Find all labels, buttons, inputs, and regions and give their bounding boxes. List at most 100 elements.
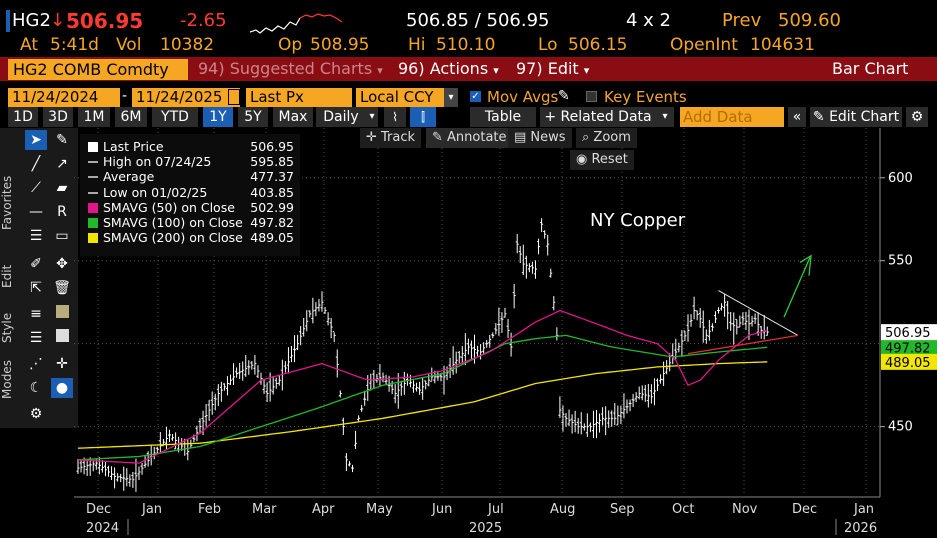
x-month-label: Feb bbox=[198, 502, 221, 517]
segment-tool-icon[interactable]: ⟋ bbox=[31, 180, 41, 196]
currency-selector[interactable]: Local CCY bbox=[356, 88, 444, 107]
legend-label: SMAVG (200) on Close bbox=[103, 230, 243, 246]
frequency-selector[interactable]: Daily bbox=[316, 107, 366, 127]
legend-swatch bbox=[88, 142, 98, 152]
chevron-down-icon: ▾ bbox=[583, 64, 590, 77]
legend-row: SMAVG (200) on Close 489.05 bbox=[80, 230, 300, 245]
annotate-button[interactable]: ✎ Annotate bbox=[426, 128, 513, 148]
end-date-field[interactable]: 11/24/2025 bbox=[132, 88, 240, 107]
gear-icon[interactable]: ⚙ bbox=[906, 107, 928, 127]
cursor-icon[interactable]: ➤ bbox=[25, 130, 47, 150]
edit-menu[interactable]: 97) Edit ▾ bbox=[516, 57, 589, 81]
frequency-dropdown-icon[interactable]: ▾ bbox=[366, 107, 378, 127]
pencil-icon[interactable]: ✎ bbox=[558, 88, 570, 104]
period-3d[interactable]: 3D bbox=[43, 107, 73, 127]
key-events-label[interactable]: Key Events bbox=[604, 88, 687, 106]
sma100-line bbox=[77, 334, 768, 461]
x-month-label: Dec bbox=[86, 502, 111, 517]
zoom-label: Zoom bbox=[593, 130, 631, 145]
period-ytd[interactable]: YTD bbox=[152, 107, 198, 127]
select-icon[interactable]: ⇱ bbox=[30, 280, 42, 296]
edit-num: 97) bbox=[516, 59, 543, 78]
prev-value: 509.60 bbox=[778, 10, 841, 31]
collapse-icon[interactable]: « bbox=[788, 107, 806, 127]
suggested-label: Suggested Charts bbox=[229, 59, 373, 78]
news-button[interactable]: ▤ News bbox=[508, 128, 572, 148]
line-tool-icon[interactable]: ╱ bbox=[31, 156, 41, 172]
dotted-line-icon[interactable]: ⋰ bbox=[29, 356, 43, 372]
channel-tool-icon[interactable]: ▰ bbox=[56, 180, 68, 196]
legend-value: 506.95 bbox=[250, 139, 294, 154]
open-label: Op bbox=[278, 35, 303, 55]
field-selector[interactable]: Last Px bbox=[246, 88, 352, 107]
sidebar-edit-label: Edit bbox=[0, 264, 14, 288]
related-dropdown-icon[interactable]: ▾ bbox=[656, 107, 674, 127]
sidebar-favorites-label: Favorites bbox=[0, 175, 14, 231]
line-chart-icon[interactable]: ⌇ bbox=[384, 107, 406, 127]
actions-menu[interactable]: 96) Actions ▾ bbox=[398, 57, 499, 81]
key-events-checkbox[interactable] bbox=[586, 91, 597, 102]
chart-legend: Last Price 506.95 High on 07/24/25 595.85 Av… bbox=[80, 134, 300, 256]
settings-icon[interactable]: ⚙ bbox=[29, 406, 43, 422]
actions-label: Actions bbox=[429, 59, 489, 78]
brush-icon[interactable]: ✐ bbox=[30, 256, 42, 272]
move-icon[interactable]: ✥ bbox=[56, 256, 68, 272]
ray-tool-icon[interactable]: ↗ bbox=[56, 156, 68, 172]
reset-button[interactable]: ◉ Reset bbox=[570, 150, 634, 170]
sparkline-red bbox=[299, 13, 343, 23]
ma200-tag: 489.05 bbox=[885, 356, 931, 371]
crosshair-icon[interactable]: ✛ bbox=[56, 356, 68, 372]
ma100-tag-bg bbox=[881, 339, 937, 356]
palette-icon[interactable]: ● bbox=[51, 378, 73, 398]
suggested-charts-menu[interactable]: 94) Suggested Charts ▾ bbox=[198, 57, 383, 81]
annotation-title: NY Copper bbox=[590, 210, 686, 231]
period-5y[interactable]: 5Y bbox=[238, 107, 268, 127]
legend-swatch bbox=[88, 161, 98, 164]
bar-chart-icon[interactable]: ⫿ bbox=[410, 107, 436, 127]
start-date-field[interactable]: 11/24/2024 bbox=[8, 88, 120, 107]
retracement-icon[interactable]: R bbox=[57, 204, 67, 220]
add-data-input[interactable]: Add Data bbox=[680, 107, 784, 127]
period-6m[interactable]: 6M bbox=[115, 107, 147, 127]
fib-icon[interactable]: ☰ bbox=[29, 228, 43, 244]
security-field[interactable]: HG2 COMB Comdty bbox=[8, 59, 188, 80]
legend-label: SMAVG (50) on Close bbox=[103, 199, 235, 215]
edit-chart-button[interactable]: ✎ Edit Chart bbox=[810, 107, 902, 127]
period-1y[interactable]: 1Y bbox=[203, 107, 233, 127]
period-max[interactable]: Max bbox=[273, 107, 313, 127]
magnet-icon[interactable]: ☾ bbox=[29, 380, 43, 396]
rectangle-icon[interactable]: ▭ bbox=[55, 228, 69, 244]
pencil-icon: ✎ bbox=[812, 109, 825, 125]
arrow-head-icon bbox=[799, 254, 812, 276]
mov-avgs-checkbox[interactable]: ✓ bbox=[470, 91, 481, 102]
legend-value: 403.85 bbox=[250, 184, 294, 200]
chart-type-label: Bar Chart bbox=[832, 59, 909, 78]
vol-value: 10382 bbox=[160, 35, 215, 55]
chevron-down-icon: ▾ bbox=[493, 64, 499, 77]
line-style-icon[interactable]: ☰ bbox=[29, 330, 43, 346]
sparkline-white bbox=[250, 17, 301, 34]
horizontal-line-icon[interactable]: — bbox=[29, 204, 43, 220]
pen-icon[interactable]: ✎ bbox=[56, 132, 68, 148]
annotate-label: Annotate bbox=[447, 130, 507, 145]
legend-label: High on 07/24/25 bbox=[103, 154, 212, 170]
trash-icon[interactable]: 🗑 bbox=[53, 280, 71, 296]
date-dash: - bbox=[122, 88, 128, 104]
line-width-icon[interactable]: ≡ bbox=[30, 306, 42, 322]
calendar-icon[interactable] bbox=[228, 89, 240, 105]
ticker-symbol[interactable]: HG2 bbox=[12, 10, 51, 31]
related-data-button[interactable]: + Related Data bbox=[540, 107, 656, 127]
currency-dropdown-icon[interactable]: ▾ bbox=[444, 88, 458, 107]
zoom-button[interactable]: ⌕ Zoom bbox=[576, 128, 637, 148]
mov-avgs-label[interactable]: Mov Avgs bbox=[487, 88, 559, 106]
period-1d[interactable]: 1D bbox=[8, 107, 38, 127]
table-button[interactable]: Table bbox=[470, 107, 536, 127]
track-button[interactable]: ✛ Track bbox=[360, 128, 422, 148]
open-value: 508.95 bbox=[310, 35, 370, 55]
legend-value: 477.37 bbox=[250, 169, 294, 185]
period-1m[interactable]: 1M bbox=[78, 107, 110, 127]
legend-value: 489.05 bbox=[250, 230, 294, 246]
color-picker-icon[interactable] bbox=[51, 328, 73, 348]
fill-color-icon[interactable] bbox=[51, 304, 73, 324]
